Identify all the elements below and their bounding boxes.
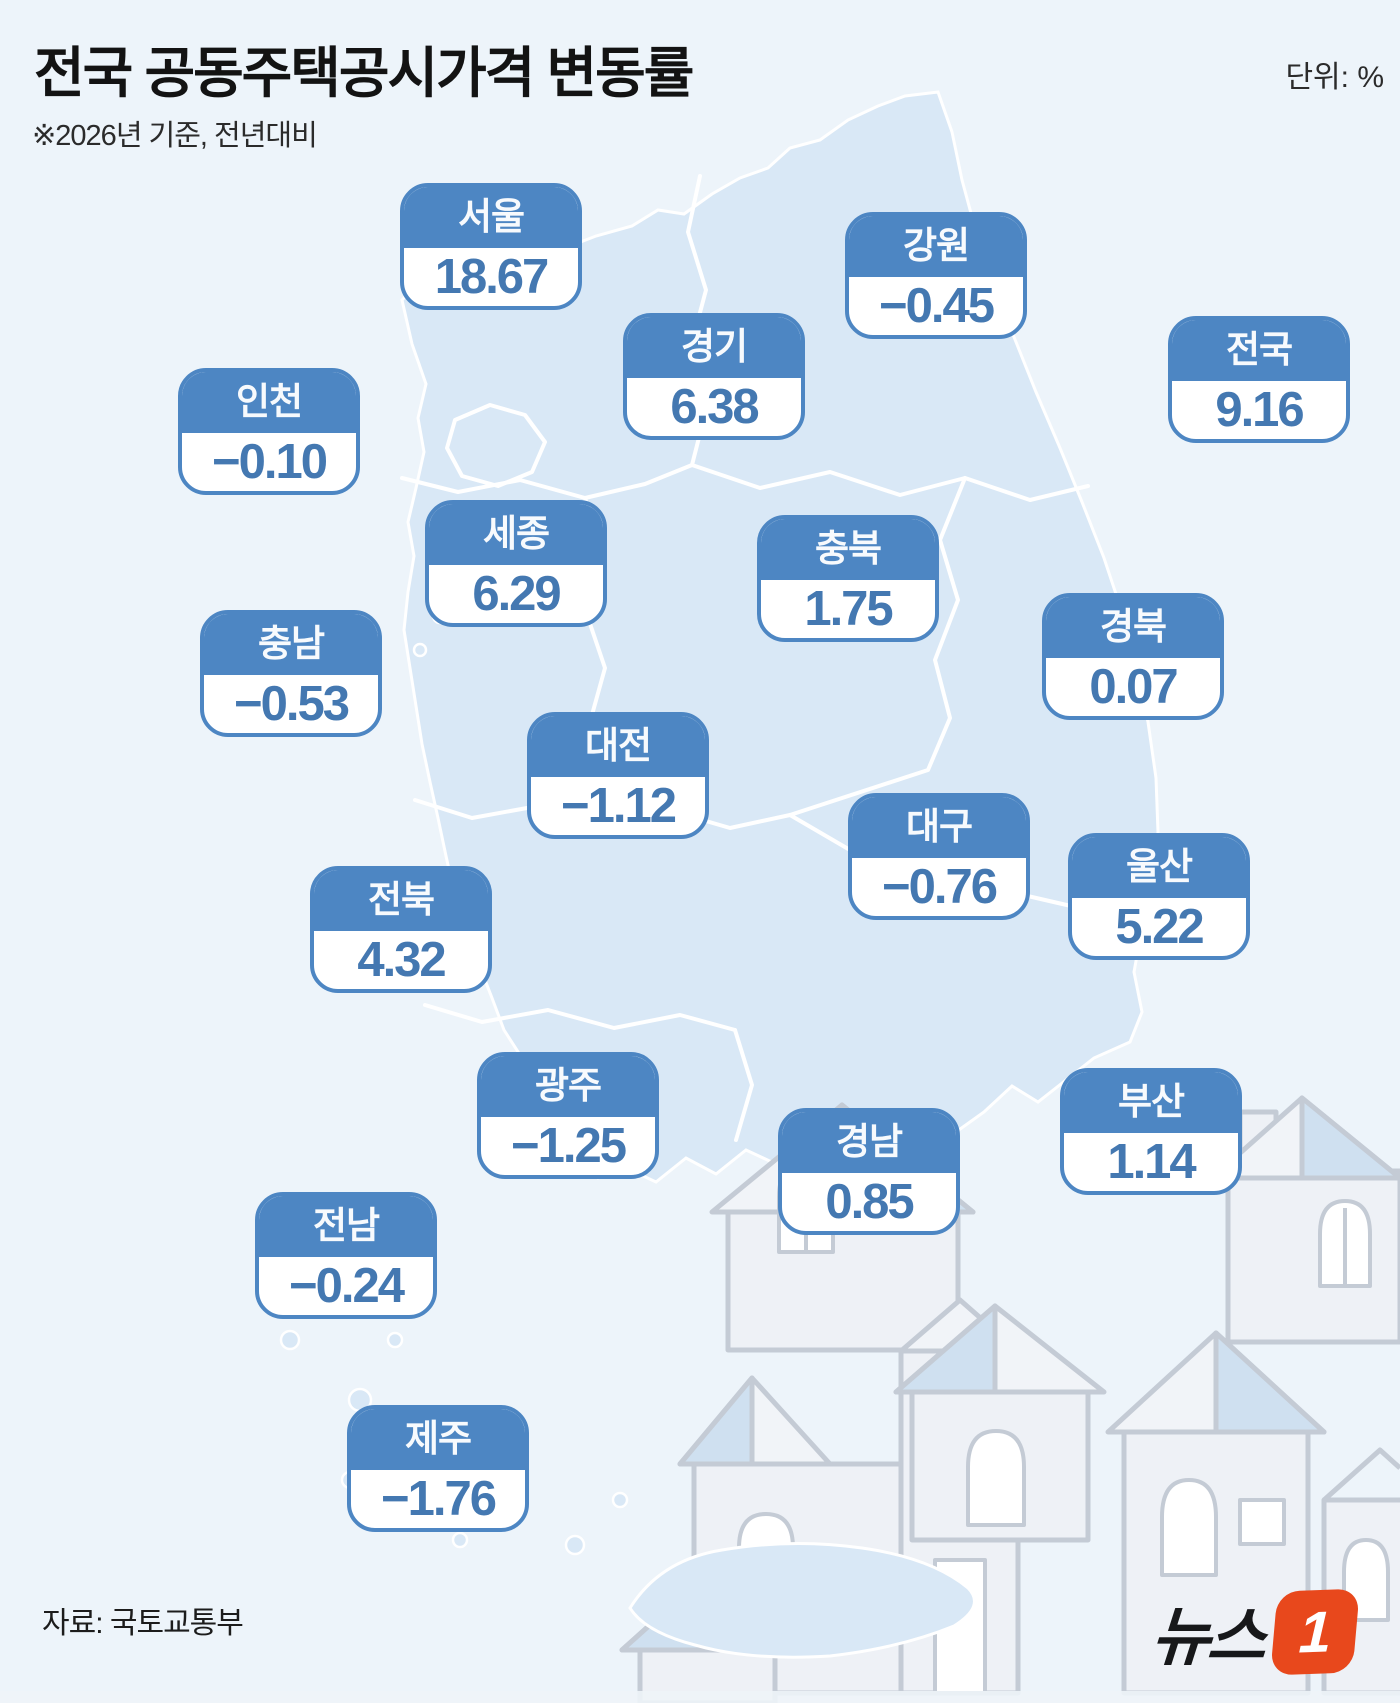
region-box-incheon: 인천 −0.10 bbox=[178, 368, 360, 495]
region-name: 강원 bbox=[849, 216, 1023, 277]
region-box-gyeongnam: 경남 0.85 bbox=[778, 1108, 960, 1235]
region-name: 제주 bbox=[351, 1409, 525, 1470]
region-box-daegu: 대구 −0.76 bbox=[848, 793, 1030, 920]
region-value: −0.10 bbox=[212, 435, 328, 489]
region-value: −0.45 bbox=[879, 279, 995, 333]
region-value: −0.24 bbox=[289, 1259, 405, 1313]
region-name: 대구 bbox=[852, 797, 1026, 858]
region-box-chungnam: 충남 −0.53 bbox=[200, 610, 382, 737]
region-value: 18.67 bbox=[434, 250, 550, 304]
region-box-seoul: 서울 18.67 bbox=[400, 183, 582, 310]
region-box-gyeongbuk: 경북 0.07 bbox=[1042, 593, 1224, 720]
region-value: 6.29 bbox=[472, 567, 561, 621]
region-name: 세종 bbox=[429, 504, 603, 565]
region-value: −0.76 bbox=[882, 860, 998, 914]
region-value: 4.32 bbox=[357, 933, 446, 987]
region-value: 6.38 bbox=[670, 380, 759, 434]
region-name: 경북 bbox=[1046, 597, 1220, 658]
region-value: −1.25 bbox=[511, 1119, 627, 1173]
region-box-gyeonggi: 경기 6.38 bbox=[623, 313, 805, 440]
region-box-chungbuk: 충북 1.75 bbox=[757, 515, 939, 642]
unit-label: 단위: % bbox=[1285, 61, 1384, 94]
region-name: 충북 bbox=[761, 519, 935, 580]
region-box-jeonbuk: 전북 4.32 bbox=[310, 866, 492, 993]
region-name: 전국 bbox=[1172, 320, 1346, 381]
jeju-shape bbox=[628, 1541, 976, 1659]
region-box-sejong: 세종 6.29 bbox=[425, 500, 607, 627]
region-box-jeju: 제주 −1.76 bbox=[347, 1405, 529, 1532]
region-value: −0.53 bbox=[234, 677, 350, 731]
region-box-ulsan: 울산 5.22 bbox=[1068, 833, 1250, 960]
region-box-national: 전국 9.16 bbox=[1168, 316, 1350, 443]
region-name: 인천 bbox=[182, 372, 356, 433]
news1-logo-text: 뉴스 bbox=[1149, 1601, 1266, 1673]
region-name: 경남 bbox=[782, 1112, 956, 1173]
region-name: 충남 bbox=[204, 614, 378, 675]
source-label: 자료: 국토교통부 bbox=[42, 1607, 244, 1640]
region-name: 부산 bbox=[1064, 1072, 1238, 1133]
news1-logo-badge: 1 bbox=[1269, 1588, 1360, 1676]
region-box-gangwon: 강원 −0.45 bbox=[845, 212, 1027, 339]
region-value: 1.75 bbox=[804, 582, 893, 636]
region-value: 1.14 bbox=[1107, 1135, 1196, 1189]
region-name: 대전 bbox=[531, 716, 705, 777]
region-name: 울산 bbox=[1072, 837, 1246, 898]
region-name: 광주 bbox=[481, 1056, 655, 1117]
region-value: −1.76 bbox=[381, 1472, 497, 1526]
page-title: 전국 공동주택공시가격 변동률 bbox=[34, 42, 694, 104]
news1-logo-number: 1 bbox=[1297, 1599, 1333, 1665]
region-box-gwangju: 광주 −1.25 bbox=[477, 1052, 659, 1179]
region-name: 서울 bbox=[404, 187, 578, 248]
region-name: 경기 bbox=[627, 317, 801, 378]
region-value: 0.85 bbox=[825, 1175, 914, 1229]
region-name: 전남 bbox=[259, 1196, 433, 1257]
region-box-jeonnam: 전남 −0.24 bbox=[255, 1192, 437, 1319]
region-value: −1.12 bbox=[561, 779, 677, 833]
region-value: 5.22 bbox=[1115, 900, 1204, 954]
region-name: 전북 bbox=[314, 870, 488, 931]
region-value: 0.07 bbox=[1089, 660, 1178, 714]
bottom-strip bbox=[0, 1691, 1400, 1703]
note-label: ※2026년 기준, 전년대비 bbox=[32, 120, 318, 152]
region-value: 9.16 bbox=[1215, 383, 1304, 437]
region-box-busan: 부산 1.14 bbox=[1060, 1068, 1242, 1195]
region-box-daejeon: 대전 −1.12 bbox=[527, 712, 709, 839]
news1-logo: 뉴스 1 bbox=[1149, 1586, 1360, 1678]
